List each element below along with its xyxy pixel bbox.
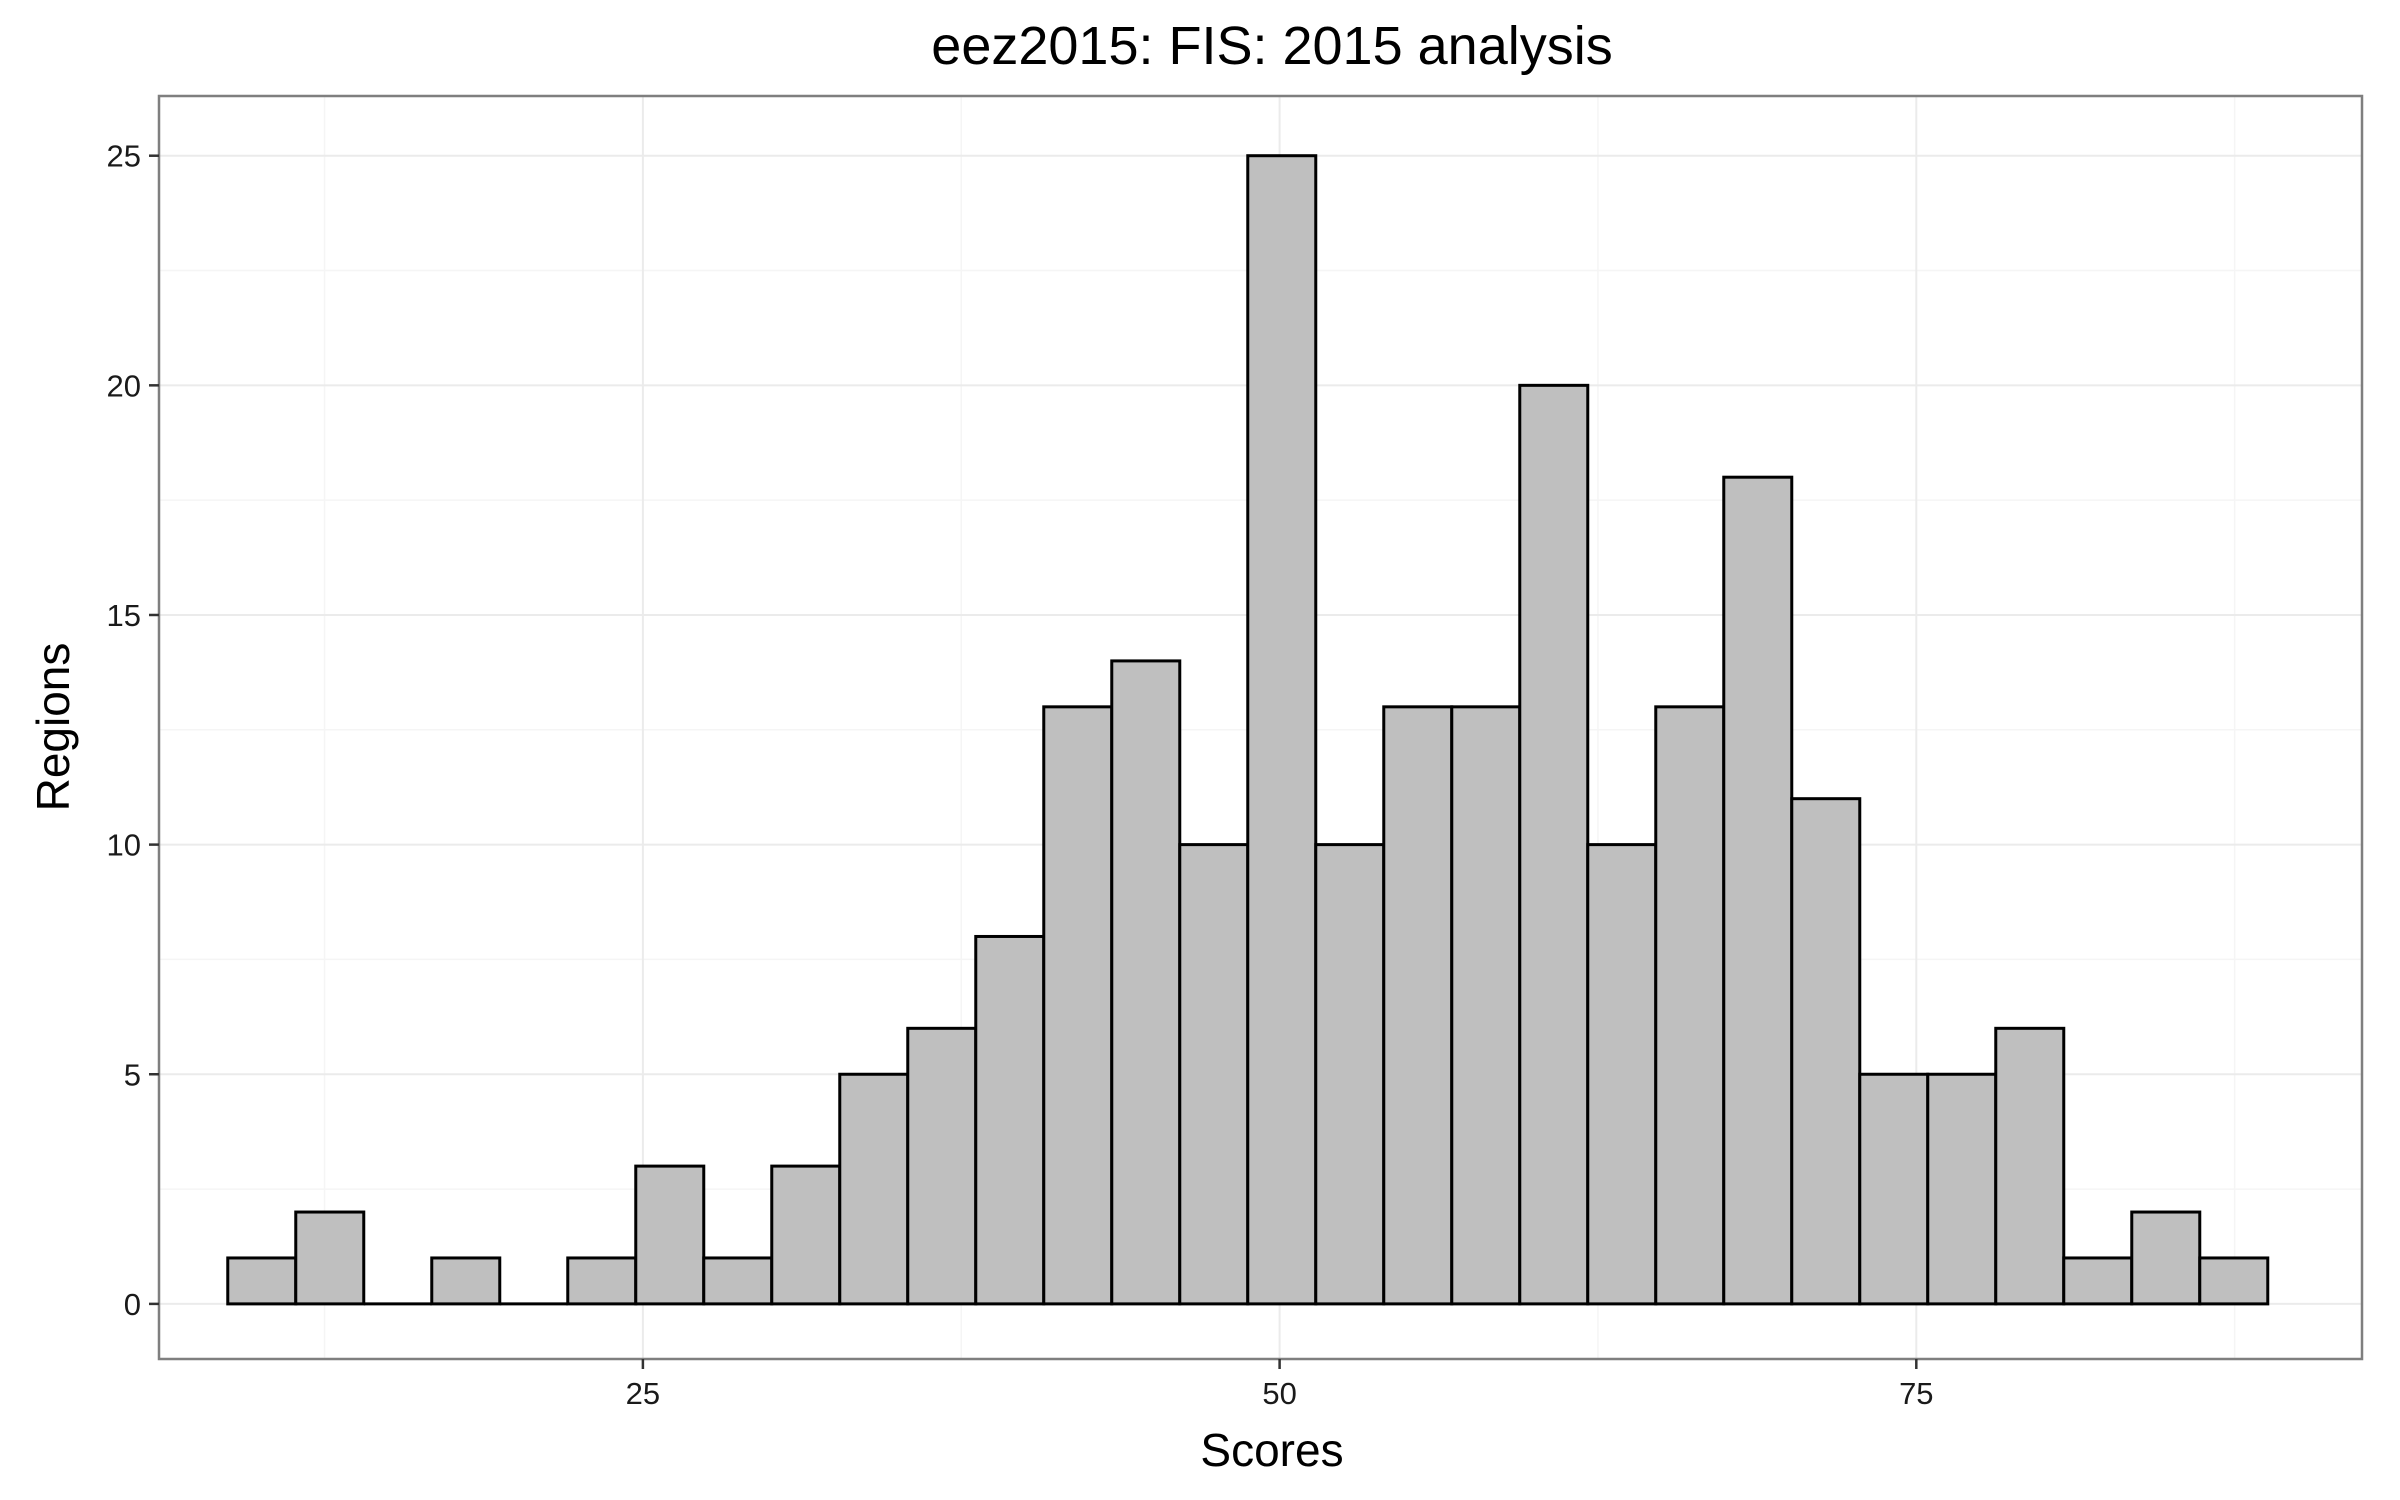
histogram-bar — [634, 1164, 706, 1306]
x-axis-title: Scores — [1200, 1424, 1343, 1476]
plot-panel-border — [157, 94, 2364, 1361]
histogram-bar — [2062, 1256, 2134, 1306]
histogram-bar — [1042, 705, 1114, 1306]
y-tick-label: 5 — [124, 1057, 141, 1092]
histogram-bar — [702, 1256, 774, 1306]
histogram-bar — [1382, 705, 1454, 1306]
histogram-bar — [1314, 843, 1386, 1306]
chart-title: eez2015: FIS: 2015 analysis — [931, 16, 1612, 76]
x-tick-label: 50 — [1262, 1376, 1296, 1411]
histogram-bar — [1246, 154, 1318, 1306]
histogram-bar — [1178, 843, 1250, 1306]
histogram-bar — [1110, 659, 1182, 1306]
histogram-bar — [906, 1026, 978, 1306]
histogram-bar — [838, 1072, 910, 1306]
histogram-bar — [566, 1256, 638, 1306]
histogram-bar — [294, 1210, 366, 1306]
y-tick-label: 15 — [107, 598, 141, 633]
histogram-bar — [1586, 843, 1658, 1306]
histogram-bar — [2198, 1256, 2270, 1306]
y-tick-label: 25 — [107, 139, 141, 174]
y-tick-label: 20 — [107, 368, 141, 403]
histogram-bar — [1654, 705, 1726, 1306]
x-tick-label: 25 — [626, 1376, 660, 1411]
y-tick-label: 0 — [124, 1287, 141, 1322]
y-axis-title: Regions — [27, 643, 79, 812]
histogram-bar — [1858, 1072, 1930, 1306]
histogram-bar — [1926, 1072, 1998, 1306]
histogram-bar — [1790, 797, 1862, 1306]
histogram-bar — [1994, 1026, 2066, 1306]
y-tick-label: 10 — [107, 828, 141, 863]
histogram-bar — [2130, 1210, 2202, 1306]
axis-ticks: 0 5 10 15 20 25 25 50 75 — [107, 139, 1934, 1411]
histogram-bar — [770, 1164, 842, 1306]
histogram-bar — [1518, 383, 1590, 1306]
x-tick-label: 75 — [1899, 1376, 1933, 1411]
histogram-bar — [226, 1256, 298, 1306]
histogram-bar — [1722, 475, 1794, 1306]
histogram-bar — [430, 1256, 502, 1306]
histogram-bar — [1450, 705, 1522, 1306]
histogram-bar — [974, 934, 1046, 1306]
histogram-bars — [226, 154, 2270, 1306]
